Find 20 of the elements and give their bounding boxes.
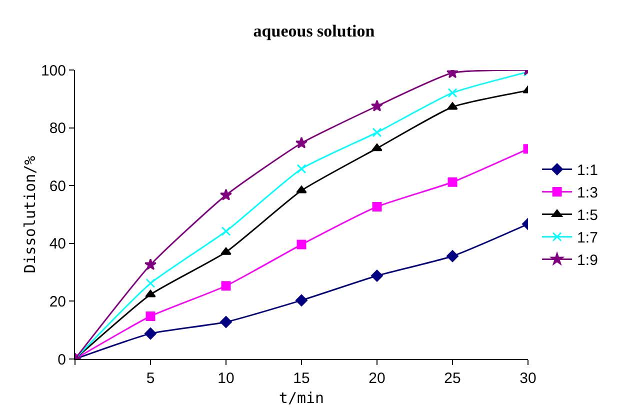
x-tick-label: 30 — [520, 370, 536, 387]
y-tick-label: 60 — [49, 178, 66, 195]
x-tick-label: 10 — [218, 370, 234, 387]
x-tick-label: 25 — [444, 370, 461, 387]
x-axis-title: t/min — [278, 389, 324, 407]
y-axis-title: Dissolution/% — [21, 156, 39, 274]
x-tick-label: 5 — [146, 370, 155, 387]
x-tick-label: 15 — [293, 370, 310, 387]
y-tick-label: 100 — [40, 62, 66, 80]
y-tick-label: 40 — [49, 236, 66, 253]
x-tick-label: 20 — [368, 370, 386, 387]
y-tick-label: 0 — [58, 351, 66, 368]
chart-title: aqueous solution — [253, 21, 376, 40]
y-tick-label: 20 — [49, 293, 66, 310]
y-tick-label: 80 — [49, 120, 66, 138]
legend-label: 1:7 — [577, 230, 598, 247]
legend-label: 1:9 — [577, 252, 598, 270]
legend-label: 1:3 — [577, 184, 598, 202]
legend-label: 1:1 — [577, 162, 598, 180]
legend-label: 1:5 — [577, 207, 598, 224]
